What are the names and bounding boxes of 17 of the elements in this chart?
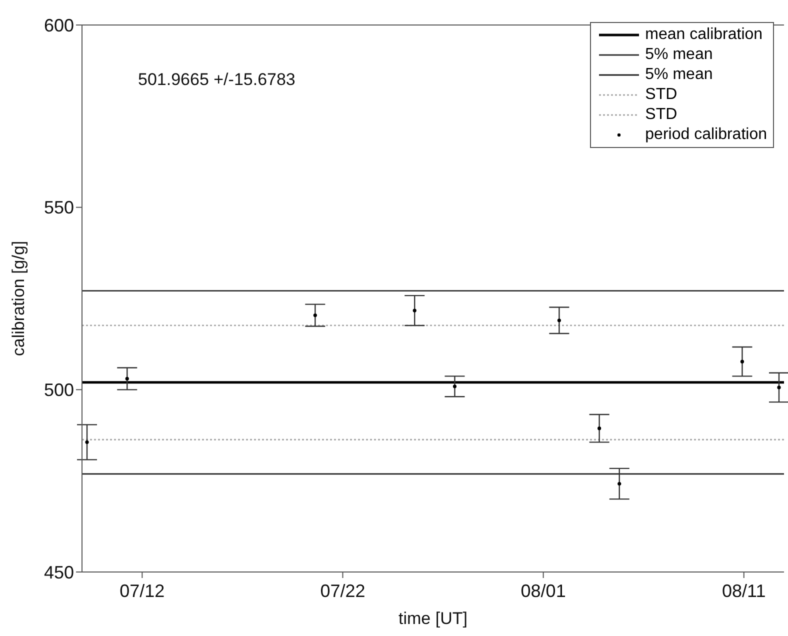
y-tick-label: 550	[44, 198, 74, 218]
x-tick-label: 08/01	[520, 580, 566, 601]
legend-label: mean calibration	[645, 25, 763, 45]
x-tick-label: 07/22	[320, 580, 366, 601]
annotation: 501.9665 +/-15.6783	[138, 70, 296, 90]
x-tick-label: 08/11	[722, 580, 766, 601]
legend-label: STD	[645, 85, 678, 105]
y-tick-label: 500	[44, 380, 74, 400]
legend-label: STD	[645, 105, 678, 125]
x-tick-label: 07/12	[120, 580, 165, 601]
y-tick-label: 450	[44, 562, 74, 582]
y-axis-title: calibration [g/g]	[9, 240, 28, 356]
legend-label: period calibration	[645, 125, 767, 145]
y-tick-label: 600	[44, 15, 74, 36]
legend-label: 5% mean	[645, 65, 713, 85]
legend-label: 5% mean	[645, 45, 713, 65]
x-axis-title: time [UT]	[398, 609, 468, 628]
